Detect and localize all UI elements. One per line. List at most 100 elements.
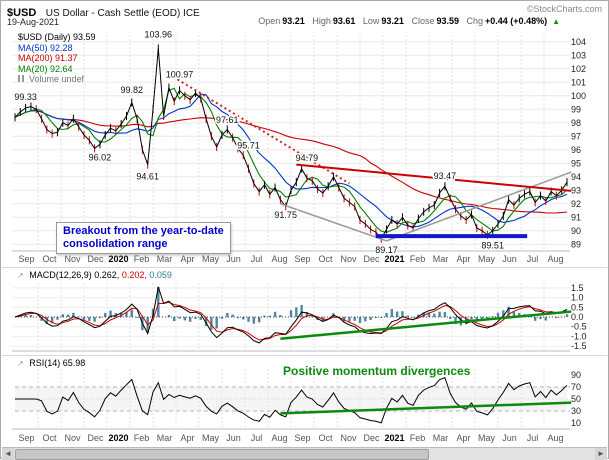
legend-volume-label: Volume undef <box>29 74 85 84</box>
svg-text:Sep: Sep <box>18 254 34 264</box>
svg-text:2021: 2021 <box>384 433 404 443</box>
svg-text:Apr: Apr <box>456 254 470 264</box>
svg-text:Dec: Dec <box>363 433 380 443</box>
svg-text:Feb: Feb <box>410 433 426 443</box>
svg-text:99.33: 99.33 <box>14 92 37 102</box>
scrollbar-thumb[interactable] <box>15 449 429 460</box>
svg-text:Oct: Oct <box>42 433 57 443</box>
svg-text:May: May <box>202 254 220 264</box>
high-value: 93.61 <box>332 16 356 26</box>
svg-text:70: 70 <box>571 382 581 392</box>
macd-expand-icon[interactable]: ↗ <box>17 271 24 280</box>
svg-text:1.0: 1.0 <box>571 293 584 303</box>
svg-text:30: 30 <box>571 406 581 416</box>
macd-hist-value: 0.059 <box>149 270 172 280</box>
svg-text:91.75: 91.75 <box>274 210 297 220</box>
svg-text:Nov: Nov <box>64 254 81 264</box>
svg-text:Mar: Mar <box>433 433 449 443</box>
scroll-right-button[interactable]: ► <box>595 448 607 460</box>
change-label: Chg <box>466 16 484 26</box>
legend-price: $USD (Daily) 93.59 <box>18 32 96 42</box>
svg-text:95.71: 95.71 <box>237 141 260 151</box>
svg-text:Jul: Jul <box>251 433 263 443</box>
scroll-left-button[interactable]: ◄ <box>2 448 14 460</box>
svg-text:Aug: Aug <box>271 254 287 264</box>
svg-text:Sep: Sep <box>18 433 34 443</box>
svg-text:90: 90 <box>571 226 581 236</box>
svg-text:98: 98 <box>571 118 581 128</box>
rsi-name: RSI(14) <box>29 358 61 368</box>
svg-text:94.79: 94.79 <box>296 153 319 163</box>
svg-text:Sep: Sep <box>294 254 310 264</box>
svg-text:101: 101 <box>571 77 586 87</box>
quote-bar: Open 93.21 High 93.61 Low 93.21 Close 93.59 … <box>258 16 560 26</box>
svg-text:102: 102 <box>571 64 586 74</box>
price-legend: $USD (Daily) 93.59 MA(50) 92.28 MA(200) … <box>18 32 96 85</box>
svg-text:2020: 2020 <box>108 433 128 443</box>
low-label: Low <box>362 16 380 26</box>
rsi-chart: 90 70 50 30 10 Sep Oct Nov Dec 2020 Feb Mar Apr May Ju… <box>12 369 581 443</box>
rsi-value: 65.98 <box>62 358 86 368</box>
macd-name: MACD(12,26,9) <box>29 270 92 280</box>
svg-text:Feb: Feb <box>410 254 426 264</box>
svg-text:99.82: 99.82 <box>121 85 144 95</box>
svg-text:-1.5: -1.5 <box>571 341 587 351</box>
svg-text:90: 90 <box>571 370 581 380</box>
svg-text:Oct: Oct <box>318 254 333 264</box>
svg-text:97.61: 97.61 <box>216 115 239 125</box>
chart-date: 19-Aug-2021 <box>7 17 60 27</box>
svg-text:89.51: 89.51 <box>481 240 504 250</box>
svg-text:Jun: Jun <box>226 433 241 443</box>
svg-text:92: 92 <box>571 199 581 209</box>
svg-text:-0.5: -0.5 <box>571 322 587 332</box>
svg-text:Nov: Nov <box>340 254 357 264</box>
svg-text:97: 97 <box>571 131 581 141</box>
legend-volume: Volume undef <box>18 74 96 85</box>
svg-text:50: 50 <box>571 394 581 404</box>
header-title: $USD US Dollar - Cash Settle (EOD) ICE <box>7 3 200 21</box>
svg-text:Jun: Jun <box>502 254 517 264</box>
svg-text:89.17: 89.17 <box>375 245 398 255</box>
svg-text:Oct: Oct <box>42 254 57 264</box>
horizontal-scrollbar[interactable]: ◄ ► <box>2 447 607 460</box>
svg-text:1.5: 1.5 <box>571 283 584 293</box>
breakout-annotation-line1: Breakout from the year-to-date <box>63 225 224 237</box>
close-label: Close <box>411 16 435 26</box>
svg-text:103: 103 <box>571 50 586 60</box>
macd-signal-value: 0.202, <box>121 270 147 280</box>
open-value: 93.21 <box>282 16 305 26</box>
rsi-expand-icon[interactable]: ↗ <box>17 359 24 368</box>
svg-text:Mar: Mar <box>157 254 173 264</box>
copyright: ©StockCharts.com <box>526 4 602 14</box>
svg-text:May: May <box>202 433 220 443</box>
symbol-description: US Dollar - Cash Settle (EOD) ICE <box>45 8 200 19</box>
svg-text:95: 95 <box>571 158 581 168</box>
change-value: +0.44 (+0.48%) <box>485 16 548 26</box>
macd-value: 0.262, <box>94 270 120 280</box>
svg-text:Aug: Aug <box>271 433 287 443</box>
rsi-legend: ↗ RSI(14) 65.98 <box>17 358 85 368</box>
panel-separator <box>2 355 607 356</box>
svg-text:96: 96 <box>571 145 581 155</box>
svg-text:Aug: Aug <box>547 433 563 443</box>
svg-text:Nov: Nov <box>64 433 81 443</box>
close-value: 93.59 <box>436 16 459 26</box>
svg-text:Jul: Jul <box>251 254 263 264</box>
svg-text:Dec: Dec <box>363 254 380 264</box>
svg-text:May: May <box>478 254 496 264</box>
svg-text:Sep: Sep <box>294 433 310 443</box>
svg-text:Dec: Dec <box>87 433 104 443</box>
svg-text:91: 91 <box>571 212 581 222</box>
svg-text:Feb: Feb <box>134 433 150 443</box>
svg-text:103.96: 103.96 <box>145 29 173 39</box>
svg-text:100: 100 <box>571 91 586 101</box>
svg-text:Jul: Jul <box>527 433 539 443</box>
svg-text:May: May <box>478 433 496 443</box>
svg-text:99: 99 <box>571 104 581 114</box>
svg-text:-1.0: -1.0 <box>571 331 587 341</box>
svg-text:93.47: 93.47 <box>434 171 457 181</box>
breakout-annotation: Breakout from the year-to-date consolida… <box>56 222 231 254</box>
svg-text:100.97: 100.97 <box>166 70 194 80</box>
svg-text:2020: 2020 <box>108 254 128 264</box>
svg-text:2021: 2021 <box>384 254 404 264</box>
